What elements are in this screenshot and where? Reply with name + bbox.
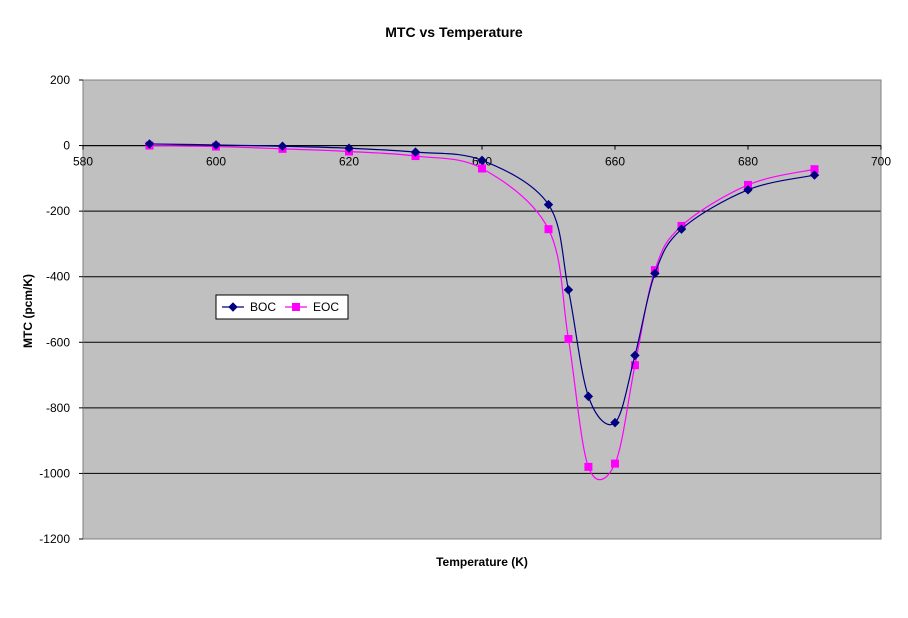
data-point-eoc bbox=[630, 361, 639, 370]
data-point-boc bbox=[583, 391, 594, 402]
y-tick-label: -600 bbox=[46, 335, 70, 349]
data-point-eoc bbox=[544, 225, 553, 234]
data-point-boc bbox=[344, 143, 354, 153]
legend-marker-eoc bbox=[292, 303, 300, 311]
data-point-boc bbox=[477, 155, 487, 166]
y-axis: 200 0 -200 -400 -600 -800 -1000 -1200 bbox=[39, 73, 83, 546]
data-point-boc bbox=[809, 170, 820, 180]
data-point-boc bbox=[743, 185, 753, 195]
y-tick-label: -200 bbox=[46, 204, 70, 218]
x-tick-label: 660 bbox=[605, 155, 625, 169]
y-tick-label: -1200 bbox=[39, 532, 70, 546]
data-point-boc bbox=[630, 350, 640, 361]
y-tick-label: 200 bbox=[50, 73, 70, 87]
data-point-boc bbox=[563, 285, 574, 295]
data-point-eoc bbox=[584, 462, 593, 471]
series-layer bbox=[144, 139, 820, 481]
series-boc bbox=[144, 139, 820, 428]
data-point-boc bbox=[211, 140, 221, 150]
x-tick-label: 600 bbox=[206, 155, 226, 169]
y-tick-label: -1000 bbox=[39, 466, 70, 480]
legend-label-eoc: EOC bbox=[313, 300, 339, 314]
y-axis-label: MTC (pcm/K) bbox=[21, 274, 35, 348]
legend-marker-boc bbox=[228, 302, 238, 312]
plot-border bbox=[82, 79, 882, 540]
x-tick-label: 680 bbox=[738, 155, 758, 169]
y-tick-label: -800 bbox=[46, 401, 70, 415]
data-point-eoc bbox=[564, 335, 573, 344]
x-axis-label: Temperature (K) bbox=[436, 555, 528, 569]
x-tick-label: 580 bbox=[73, 155, 93, 169]
data-point-boc bbox=[650, 268, 660, 279]
data-point-boc bbox=[610, 417, 620, 428]
data-point-boc bbox=[144, 139, 155, 149]
legend: BOC EOC bbox=[215, 294, 349, 320]
chart-title: MTC vs Temperature bbox=[385, 24, 523, 40]
data-point-boc bbox=[277, 141, 288, 151]
data-point-boc bbox=[410, 147, 421, 157]
data-point-eoc bbox=[611, 459, 619, 468]
y-tick-label: -400 bbox=[46, 270, 70, 284]
data-point-boc bbox=[543, 199, 554, 210]
x-tick-label: 700 bbox=[871, 155, 891, 169]
legend-label-boc: BOC bbox=[250, 300, 276, 314]
data-point-boc bbox=[676, 224, 687, 234]
data-point-eoc bbox=[478, 164, 486, 173]
x-tick-label: 620 bbox=[339, 155, 359, 169]
y-tick-label: 0 bbox=[63, 139, 70, 153]
